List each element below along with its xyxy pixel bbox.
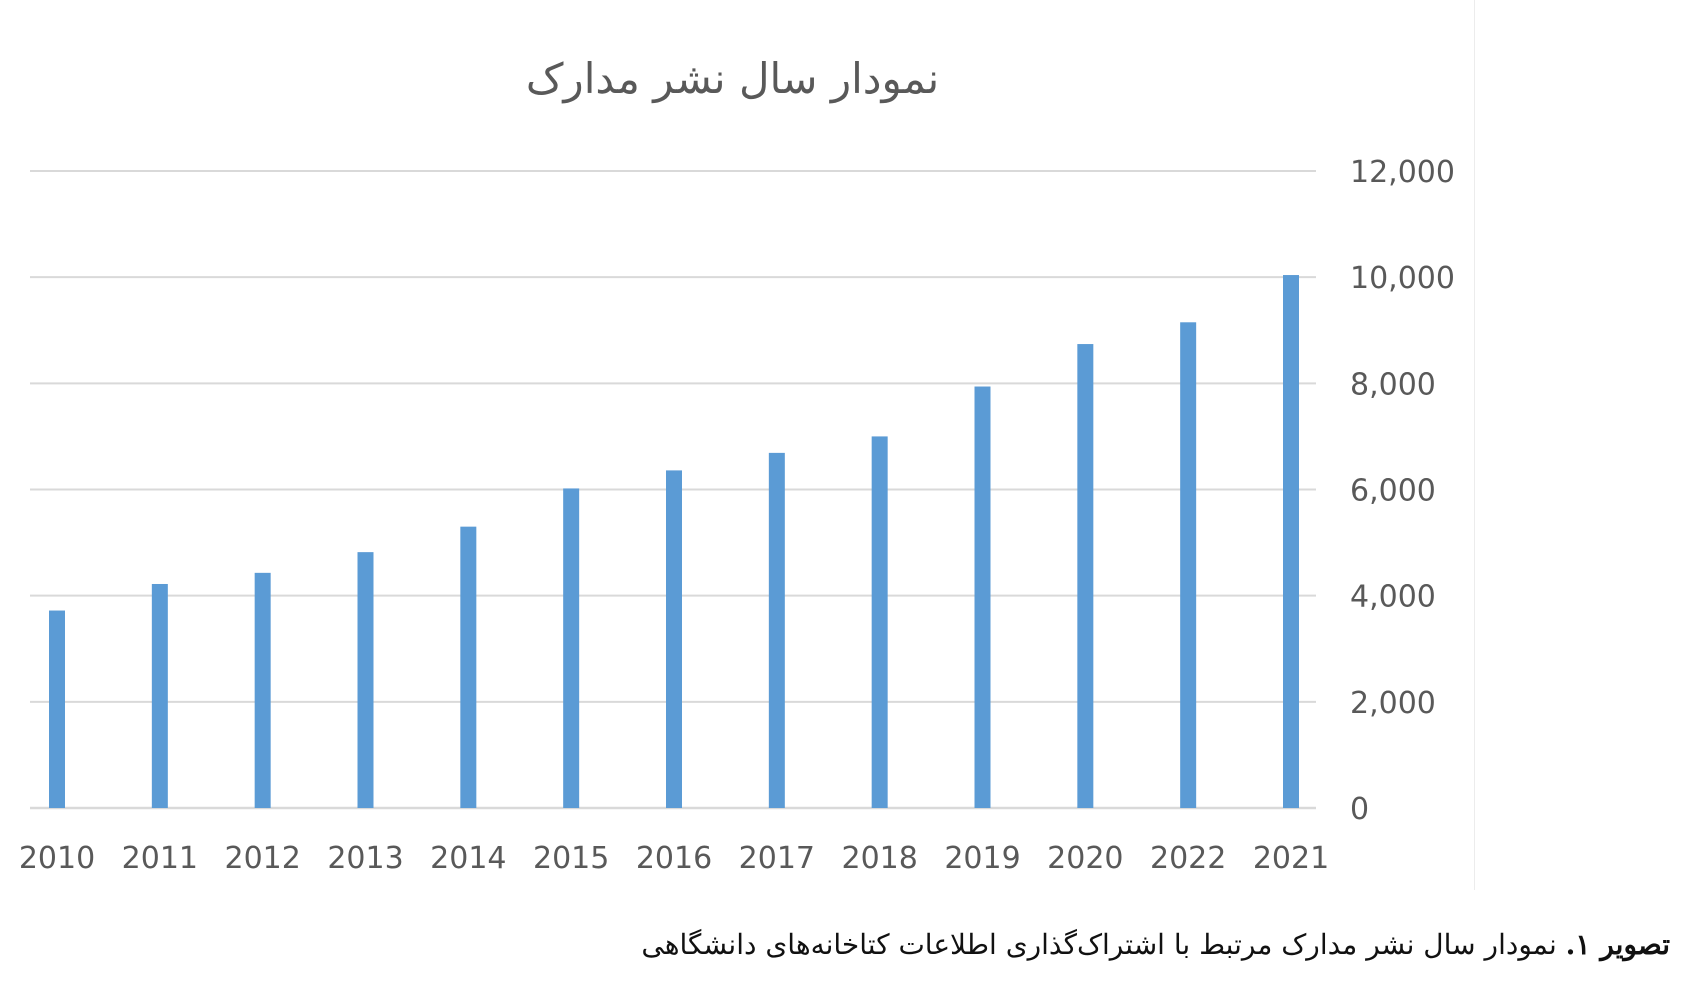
x-tick-label: 2022 (1150, 841, 1226, 876)
bar (768, 452, 785, 808)
x-tick-label: 2021 (1253, 841, 1329, 876)
x-tick-label: 2012 (224, 841, 300, 876)
y-tick-label: 10,000 (1350, 261, 1455, 296)
x-axis-ticks: 2010 2011 2012 2013 2014 2015 2016 2017 2018 2019… (19, 841, 1329, 876)
bar (460, 526, 477, 808)
caption-text: نمودار سال نشر مدارک مرتبط با اشتراک‌گذا… (641, 928, 1566, 961)
y-tick-label: 8,000 (1350, 367, 1436, 402)
x-tick-label: 2011 (122, 841, 198, 876)
y-tick-label: 6,000 (1350, 474, 1436, 509)
y-tick-label: 2,000 (1350, 686, 1436, 721)
x-tick-label: 2019 (944, 841, 1020, 876)
x-tick-label: 2010 (19, 841, 95, 876)
y-tick-label: 4,000 (1350, 580, 1436, 615)
y-axis-ticks: 0 2,000 4,000 6,000 8,000 10,000 12,000 (1350, 155, 1455, 827)
x-tick-label: 2018 (841, 841, 917, 876)
bar (151, 583, 168, 808)
bar (666, 470, 682, 808)
chart-area: نمودار سال نشر مدارک 0 2,000 4,000 6,000 8,0… (18, 0, 1475, 890)
bars (49, 275, 1299, 808)
bar (563, 488, 580, 808)
bar (254, 572, 271, 808)
x-tick-label: 2015 (533, 841, 609, 876)
bar (1180, 322, 1197, 808)
y-tick-label: 12,000 (1350, 155, 1455, 190)
bar (357, 552, 374, 808)
x-tick-label: 2017 (739, 841, 815, 876)
y-tick-label: 0 (1350, 792, 1369, 827)
x-tick-label: 2014 (430, 841, 506, 876)
caption-label: تصویر ۱. (1565, 928, 1670, 961)
bar (974, 386, 991, 808)
bar (1077, 344, 1094, 808)
x-tick-label: 2016 (636, 841, 712, 876)
bar (871, 436, 888, 808)
bar (49, 610, 65, 808)
bar (1283, 275, 1299, 808)
x-tick-label: 2020 (1047, 841, 1123, 876)
x-tick-label: 2013 (327, 841, 403, 876)
chart-title: نمودار سال نشر مدارک (525, 54, 940, 103)
figure-caption: تصویر ۱. نمودار سال نشر مدارک مرتبط با ا… (70, 920, 1670, 970)
